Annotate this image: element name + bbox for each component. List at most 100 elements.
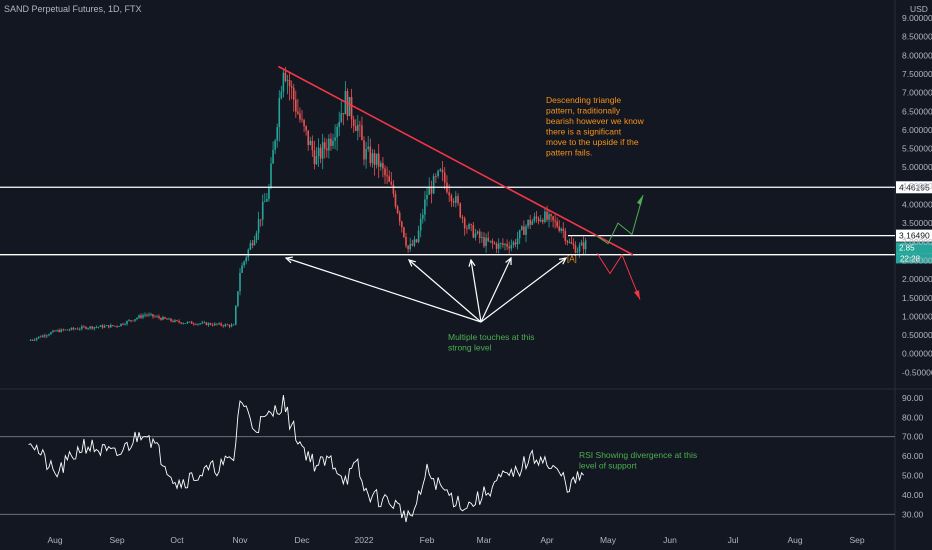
candle-body — [426, 194, 428, 200]
candle-body — [459, 203, 462, 218]
candle-body — [487, 237, 489, 241]
candle-body — [321, 142, 324, 159]
time-tick-label: Nov — [232, 535, 248, 545]
candle-body — [413, 239, 416, 246]
candle-body — [130, 320, 132, 322]
candle-body — [164, 317, 166, 319]
candle-body — [66, 329, 69, 331]
candle-body — [301, 119, 303, 121]
candle-body — [417, 230, 420, 242]
candle-body — [512, 242, 515, 245]
price-tick-label: 8.00000 — [902, 50, 932, 60]
candle-body — [407, 245, 409, 250]
candle-body — [101, 325, 104, 328]
candle-body — [168, 318, 170, 320]
candle-body — [172, 320, 174, 322]
price-tick-label: 2.00000 — [902, 274, 932, 284]
price-tick-label: 5.50000 — [902, 144, 932, 154]
time-tick-label: May — [600, 535, 617, 545]
candle-body — [334, 137, 336, 141]
candle-body — [500, 243, 502, 245]
candle-body — [380, 163, 382, 167]
rsi-tick-label: 70.00 — [902, 432, 924, 442]
rsi-plot-area — [0, 395, 895, 523]
candle-body — [568, 242, 571, 243]
candle-body — [430, 186, 433, 194]
candle-body — [359, 124, 361, 126]
candle-body — [46, 335, 48, 337]
candle-body — [79, 328, 81, 330]
candle-body — [103, 325, 106, 328]
touch-arrow — [408, 259, 482, 323]
candle-body — [144, 314, 146, 316]
price-tick-label: 6.00000 — [902, 125, 932, 135]
candle-body — [401, 221, 403, 228]
time-tick-label: Apr — [540, 535, 553, 545]
candle-body — [550, 214, 552, 217]
candle-body — [85, 326, 87, 329]
bullish-arrowhead — [637, 195, 643, 206]
candle-body — [83, 326, 85, 328]
candle-body — [190, 321, 193, 324]
candle-body — [448, 192, 450, 196]
candle-body — [186, 321, 189, 324]
candle-body — [332, 140, 334, 146]
candle-body — [118, 326, 120, 327]
candle-body — [315, 156, 318, 165]
candle-body — [455, 196, 457, 203]
candle-body — [514, 242, 517, 245]
candle-body — [539, 219, 542, 222]
pattern-annotation: Descending triangle pattern, traditionall… — [546, 95, 645, 158]
candle-body — [363, 140, 365, 160]
candle-body — [439, 169, 442, 171]
time-tick-label: Sep — [849, 535, 864, 545]
candle-body — [224, 324, 227, 327]
candle-body — [81, 326, 83, 329]
candle-body — [56, 330, 58, 332]
candle-body — [178, 320, 180, 323]
rsi-tick-label: 30.00 — [902, 509, 924, 519]
candle-body — [64, 329, 67, 331]
candle-body — [268, 187, 270, 199]
price-unit-label: USD — [910, 4, 928, 14]
rsi-tick-label: 90.00 — [902, 393, 924, 403]
candle-body — [95, 327, 98, 328]
candle-body — [214, 323, 216, 326]
candle-body — [548, 214, 550, 220]
candle-body — [134, 319, 136, 321]
candle-body — [132, 320, 134, 322]
candle-body — [142, 315, 144, 318]
candle-body — [502, 243, 504, 245]
candle-body — [176, 320, 178, 322]
candle-body — [152, 314, 154, 317]
candle-body — [124, 323, 126, 325]
candle-body — [203, 322, 206, 324]
touch-arrowhead — [468, 258, 476, 267]
candle-body — [303, 120, 305, 127]
candle-body — [116, 325, 118, 327]
candle-body — [87, 328, 89, 330]
candle-body — [497, 243, 500, 249]
candle-body — [76, 328, 79, 330]
candle-body — [278, 98, 281, 128]
candle-body — [37, 336, 40, 339]
candle-body — [572, 243, 575, 246]
candle-body — [574, 245, 577, 253]
level-label-box — [896, 181, 932, 194]
candle-body — [415, 239, 418, 242]
candle-body — [166, 318, 168, 320]
candle-body — [54, 330, 56, 332]
candle-body — [259, 219, 262, 221]
candle-body — [120, 323, 122, 327]
candle-body — [348, 97, 351, 116]
candle-body — [58, 330, 60, 333]
candle-body — [527, 219, 529, 227]
touch-arrow — [480, 257, 567, 323]
rsi-annotation: RSI Showing divergence at this level of s… — [579, 450, 697, 471]
bullish-projection — [596, 195, 644, 245]
candle-body — [226, 324, 229, 326]
candle-body — [457, 196, 459, 204]
candle-body — [158, 316, 160, 318]
candle-body — [112, 325, 114, 326]
